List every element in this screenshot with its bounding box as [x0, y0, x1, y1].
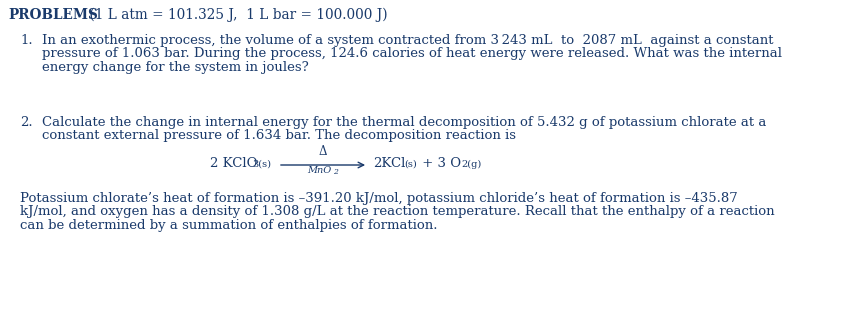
Text: Calculate the change in internal energy for the thermal decomposition of 5.432 g: Calculate the change in internal energy … [42, 116, 766, 129]
Text: 1.: 1. [20, 34, 33, 47]
Text: 2(g): 2(g) [461, 160, 481, 169]
Text: 2 KClO: 2 KClO [210, 157, 257, 170]
Text: Δ: Δ [319, 145, 327, 158]
Text: 2: 2 [332, 168, 338, 176]
Text: pressure of 1.063 bar. During the process, 124.6 calories of heat energy were re: pressure of 1.063 bar. During the proces… [42, 47, 782, 60]
Text: (s): (s) [404, 160, 417, 169]
Text: (1 L atm = 101.325 J,  1 L bar = 100.000 J): (1 L atm = 101.325 J, 1 L bar = 100.000 … [85, 8, 387, 22]
Text: 2.: 2. [20, 116, 33, 129]
Text: constant external pressure of 1.634 bar. The decomposition reaction is: constant external pressure of 1.634 bar.… [42, 130, 516, 142]
Text: energy change for the system in joules?: energy change for the system in joules? [42, 61, 309, 74]
Text: 2KCl: 2KCl [373, 157, 406, 170]
Text: + 3 O: + 3 O [418, 157, 461, 170]
Text: kJ/mol, and oxygen has a density of 1.308 g/L at the reaction temperature. Recal: kJ/mol, and oxygen has a density of 1.30… [20, 205, 775, 218]
Text: In an exothermic process, the volume of a system contracted from 3 243 mL  to  2: In an exothermic process, the volume of … [42, 34, 773, 47]
Text: 3(s): 3(s) [252, 160, 271, 169]
Text: MnO: MnO [307, 166, 331, 175]
Text: Potassium chlorate’s heat of formation is –391.20 kJ/mol, potassium chloride’s h: Potassium chlorate’s heat of formation i… [20, 192, 738, 205]
Text: PROBLEMS: PROBLEMS [8, 8, 98, 22]
Text: can be determined by a summation of enthalpies of formation.: can be determined by a summation of enth… [20, 219, 437, 232]
